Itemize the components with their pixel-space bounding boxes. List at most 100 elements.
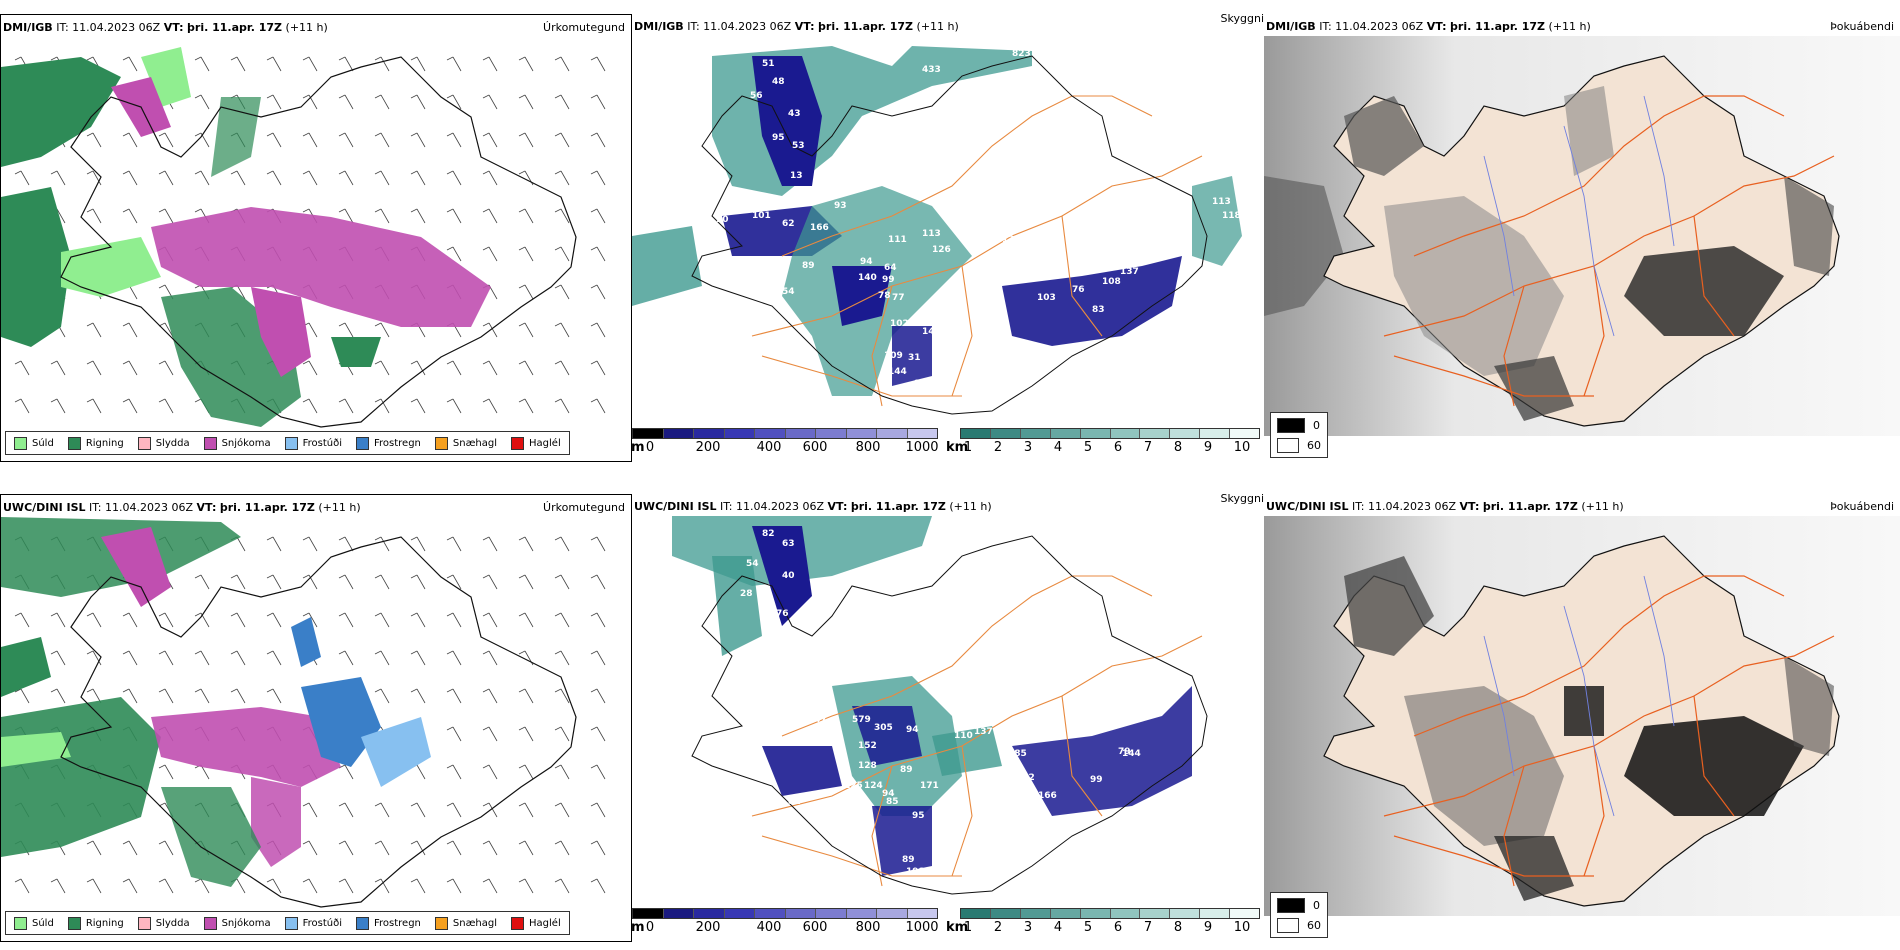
panel-title: Skyggni xyxy=(1220,14,1264,25)
visibility-value-label: 149 xyxy=(940,305,959,315)
visibility-value-label: 95 xyxy=(912,811,925,821)
visibility-value-label: 94 xyxy=(906,725,919,735)
visibility-value-label: 823 xyxy=(1012,49,1031,59)
visibility-value-label: 123 xyxy=(1002,235,1021,245)
visibility-value-label: 108 xyxy=(1102,277,1121,287)
visibility-value-label: 113 xyxy=(922,229,941,239)
colorbar-unit: m xyxy=(632,920,645,935)
visibility-value-label: 40 xyxy=(782,571,795,581)
visibility-value-label: 126 xyxy=(932,245,951,255)
visibility-value-label: 128 xyxy=(858,761,877,771)
visibility-value-label: 89 xyxy=(802,261,815,271)
visibility-value-label: 43 xyxy=(788,109,801,119)
legend-item-snow: Snjókoma xyxy=(203,916,271,930)
vt-value: þri. 11.apr. 17Z xyxy=(1482,500,1578,513)
fog-panel: UWC/DINI ISL IT: 11.04.2023 06Z VT: þri.… xyxy=(1264,494,1900,942)
visibility-value-label: 81 xyxy=(788,797,801,807)
visibility-value-label: 585 xyxy=(1008,749,1027,759)
colorbar-km-strip xyxy=(960,908,1260,919)
visibility-value-label: 48 xyxy=(772,77,785,87)
tick: 800 xyxy=(855,920,881,935)
tick: 600 xyxy=(802,440,828,455)
visibility-value-label: 56 xyxy=(750,91,763,101)
visibility-value-label: 95 xyxy=(772,133,785,143)
panel-header: UWC/DINI ISL IT: 11.04.2023 06Z VT: þri.… xyxy=(3,501,625,517)
tick: 5 xyxy=(1083,440,1093,455)
tick: 8 xyxy=(1173,920,1183,935)
tick: 800 xyxy=(855,440,881,455)
panel-header: UWC/DINI ISL IT: 11.04.2023 06Z VT: þri.… xyxy=(634,500,1258,516)
lead-time: (+11 h) xyxy=(916,20,959,33)
legend-item-hail: Haglél xyxy=(511,916,561,930)
tick: 200 xyxy=(695,920,721,935)
lead-time: (+11 h) xyxy=(1581,500,1624,513)
it-value: 11.04.2023 06Z xyxy=(1368,500,1457,513)
legend-item-freezing-rain: Frostregn xyxy=(356,436,421,450)
tick: 0 xyxy=(645,920,655,935)
legend-item-drizzle: Súld xyxy=(14,436,54,450)
panel-title: Skyggni xyxy=(1220,494,1264,505)
tick: 5 xyxy=(1083,920,1093,935)
visibility-value-label: 83 xyxy=(1092,305,1105,315)
visibility-value-label: 147 xyxy=(808,715,827,725)
tick: 4 xyxy=(1053,920,1063,935)
visibility-panel: DMI/IGB IT: 11.04.2023 06Z VT: þri. 11.a… xyxy=(632,14,1264,462)
tick: 3 xyxy=(1023,440,1033,455)
precip-legend: Súld Rigning Slydda Snjókoma Frostúði Fr… xyxy=(5,911,570,935)
legend-item-sleet: Slydda xyxy=(137,916,190,930)
tick: 2 xyxy=(993,920,1003,935)
vt-label: VT: xyxy=(827,500,848,513)
visibility-value-label: 137 xyxy=(974,727,993,737)
visibility-value-label: 76 xyxy=(1072,285,1085,295)
visibility-colorbar-m: m 0 200 400 600 800 1000 xyxy=(632,908,939,935)
visibility-colorbar-m: m 0 200 400 600 800 1000 xyxy=(632,428,939,455)
visibility-value-label: 89 xyxy=(902,855,915,865)
it-label: IT: xyxy=(720,500,733,513)
tick: 0 xyxy=(645,440,655,455)
visibility-value-label: 172 xyxy=(994,701,1013,711)
it-label: IT: xyxy=(1352,500,1365,513)
fog-panel: DMI/IGB IT: 11.04.2023 06Z VT: þri. 11.a… xyxy=(1264,14,1900,462)
visibility-value-label: 38 xyxy=(714,177,727,187)
visibility-value-label: 198 xyxy=(906,867,925,877)
precip-map xyxy=(1,517,606,908)
lead-time: (+11 h) xyxy=(318,501,361,514)
visibility-value-label: 136 xyxy=(942,831,961,841)
visibility-value-label: 102 xyxy=(1016,773,1035,783)
panel-header: DMI/IGB IT: 11.04.2023 06Z VT: þri. 11.a… xyxy=(1266,20,1894,36)
tick: 9 xyxy=(1203,440,1213,455)
visibility-value-label: 63 xyxy=(782,539,795,549)
visibility-value-label: 28 xyxy=(740,589,753,599)
visibility-value-label: 171 xyxy=(920,781,939,791)
legend-item-snow-pellets: Snæhagl xyxy=(434,436,497,450)
visibility-value-label: 111 xyxy=(888,235,907,245)
legend-item-sleet: Slydda xyxy=(137,436,190,450)
visibility-value-label: 31 xyxy=(908,353,921,363)
vt-value: þri. 11.apr. 17Z xyxy=(219,501,315,514)
tick: 1 xyxy=(963,920,973,935)
model-name: UWC/DINI ISL xyxy=(634,500,717,513)
tick: 3 xyxy=(1023,920,1033,935)
tick: 7 xyxy=(1143,440,1153,455)
visibility-value-label: 109 xyxy=(884,351,903,361)
vt-value: þri. 11.apr. 17Z xyxy=(187,21,283,34)
visibility-value-label: 125 xyxy=(844,781,863,791)
visibility-value-label: 124 xyxy=(864,781,883,791)
legend-item-rain: Rigning xyxy=(67,436,124,450)
visibility-value-label: 126 xyxy=(940,847,959,857)
fog-legend: 0 60 xyxy=(1270,412,1328,458)
it-value: 11.04.2023 06Z xyxy=(703,20,792,33)
model-name: DMI/IGB xyxy=(3,21,53,34)
legend-item-rain: Rigning xyxy=(67,916,124,930)
vt-label: VT: xyxy=(1459,500,1480,513)
colorbar-km-strip xyxy=(960,428,1260,439)
model-name: UWC/DINI ISL xyxy=(1266,500,1349,513)
visibility-value-label: 579 xyxy=(852,715,871,725)
visibility-value-label: 118 xyxy=(1222,211,1241,221)
legend-item-snow: Snjókoma xyxy=(203,436,271,450)
precip-legend: Súld Rigning Slydda Snjókoma Frostúði Fr… xyxy=(5,431,570,455)
precip-type-panel: DMI/IGB IT: 11.04.2023 06Z VT: þri. 11.a… xyxy=(0,14,632,462)
tick: 600 xyxy=(802,920,828,935)
tick: 6 xyxy=(1113,440,1123,455)
